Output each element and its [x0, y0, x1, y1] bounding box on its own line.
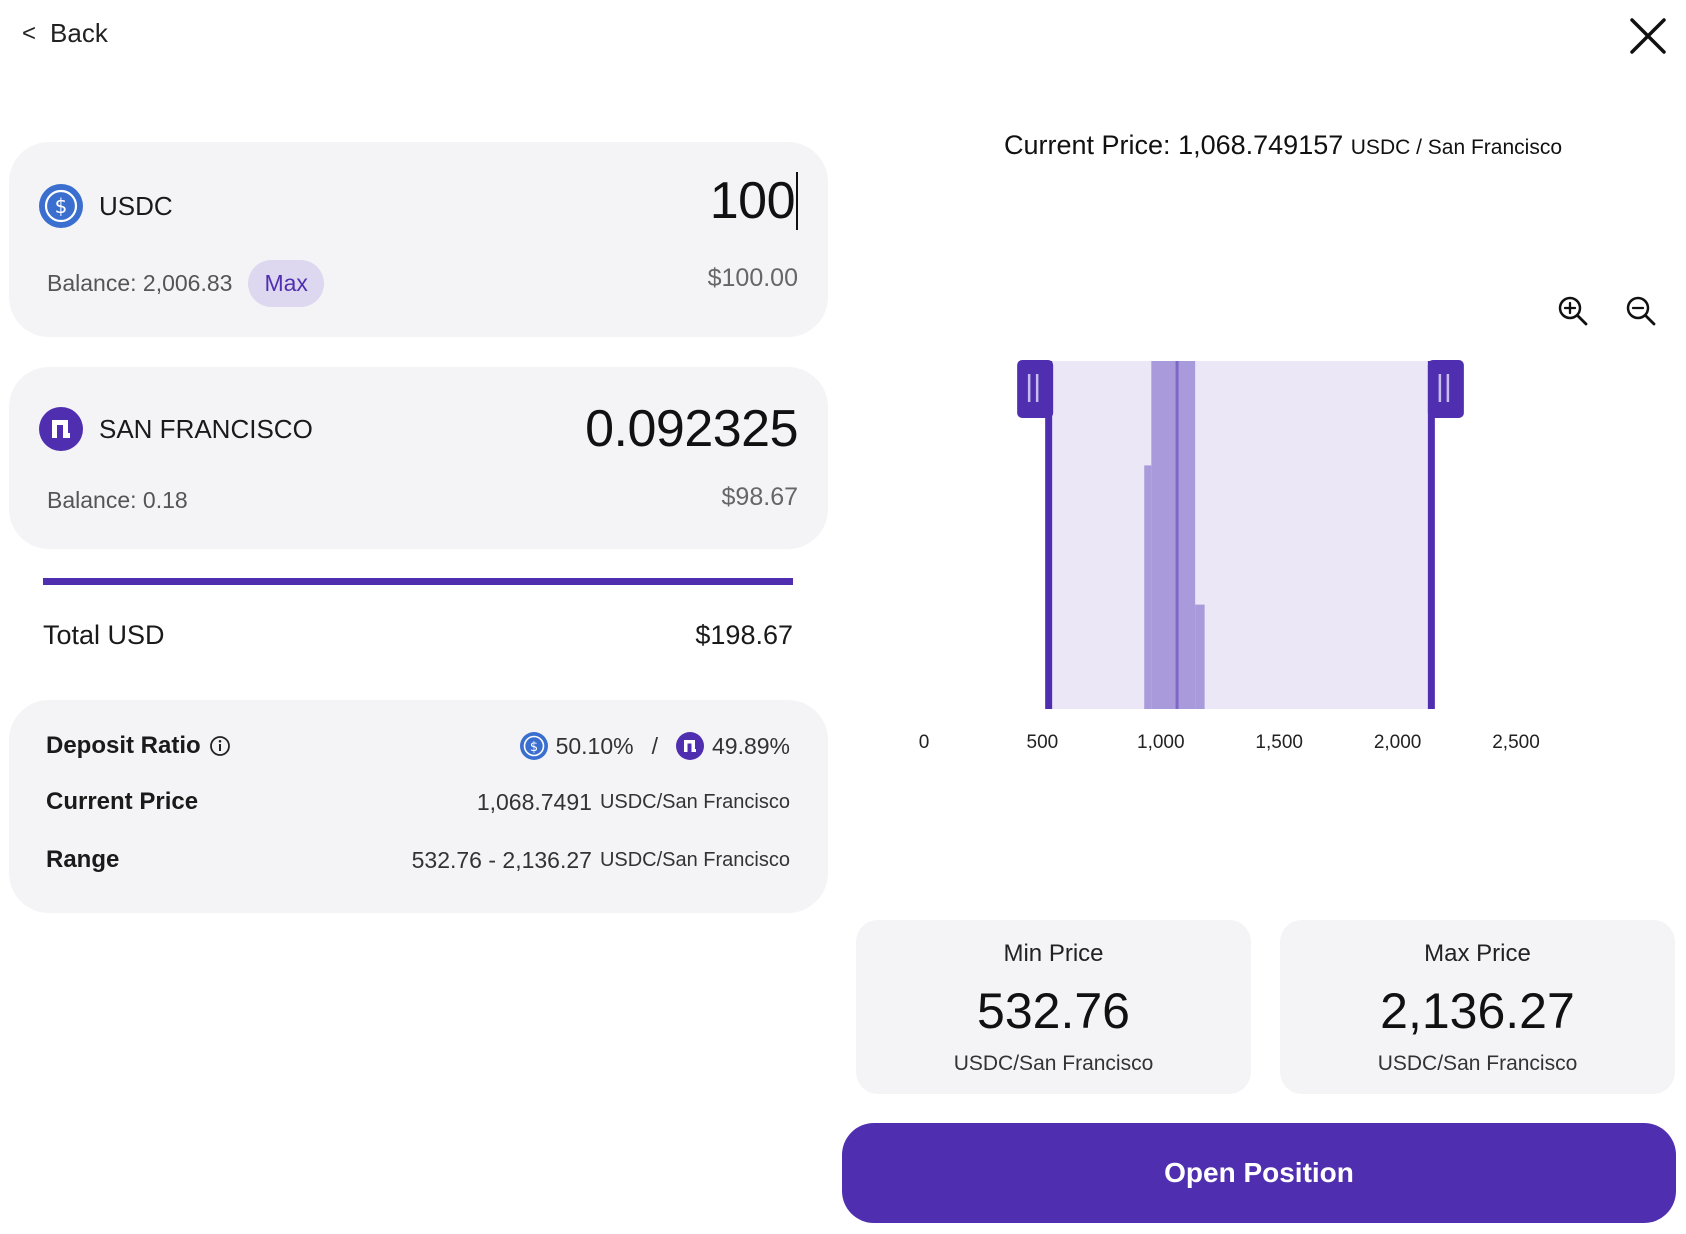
x-tick-label: 0 [919, 732, 930, 753]
min-price-box[interactable]: Min Price 532.76 USDC/San Francisco [856, 920, 1251, 1094]
current-price-header-unit: USDC / San Francisco [1350, 136, 1562, 159]
sf-input-card: SAN FRANCISCO 0.092325 Balance: 0.18 $98… [9, 367, 828, 549]
max-price-value[interactable]: 2,136.27 [1380, 983, 1575, 1039]
x-tick-label: 500 [1027, 732, 1059, 753]
total-usd-value: $198.67 [695, 620, 793, 650]
range-row: Range 532.76 - 2,136.27 USDC/San Francis… [46, 846, 790, 874]
sf-usd-value: $98.67 [721, 483, 798, 511]
max-price-box[interactable]: Max Price 2,136.27 USDC/San Francisco [1280, 920, 1675, 1094]
range-value: 532.76 - 2,136.27 [411, 846, 592, 873]
zoom-in-icon[interactable] [1555, 293, 1591, 329]
sf-mini-icon [675, 732, 704, 760]
sf-ratio: 49.89% [711, 732, 790, 759]
usdc-token-label: $ USDC [39, 184, 173, 228]
x-tick-label: 1,500 [1255, 732, 1303, 753]
svg-text:$: $ [529, 740, 537, 755]
range-label: Range [46, 846, 120, 873]
liquidity-bar [1195, 604, 1205, 709]
selected-range-area [1050, 361, 1430, 709]
back-button[interactable]: < Back [22, 18, 108, 49]
current-price-value: 1,068.7491 [476, 788, 592, 815]
liquidity-bar [1144, 465, 1152, 709]
current-price-prefix: Current Price: [1004, 130, 1171, 160]
usdc-amount-input[interactable]: 100 [710, 172, 798, 230]
zoom-out-icon[interactable] [1623, 293, 1659, 329]
open-position-button[interactable]: Open Position [842, 1123, 1676, 1223]
min-price-label: Min Price [1003, 940, 1104, 967]
close-icon[interactable] [1626, 14, 1670, 58]
chevron-left-icon: < [22, 19, 37, 47]
usdc-balance-text: Balance: 2,006.83 [47, 270, 233, 296]
current-price-header-value: 1,068.749157 [1178, 130, 1344, 160]
min-price-unit: USDC/San Francisco [953, 1052, 1154, 1075]
x-tick-label: 1,000 [1137, 732, 1185, 753]
min-price-value[interactable]: 532.76 [977, 983, 1130, 1039]
usdc-icon: $ [39, 184, 83, 228]
current-price-label: Current Price [46, 788, 199, 815]
sf-balance: Balance: 0.18 [47, 487, 188, 514]
liquidity-bar [1151, 361, 1196, 709]
sf-token-label: SAN FRANCISCO [39, 407, 313, 451]
current-price-unit: USDC/San Francisco [599, 790, 790, 813]
usdc-balance: Balance: 2,006.83 Max [47, 260, 324, 307]
usdc-ratio: 50.10% [555, 732, 634, 759]
usdc-symbol: USDC [99, 190, 173, 221]
position-info-card: Deposit Ratio $ 50.10% / [9, 700, 828, 913]
total-usd-label: Total USD [43, 620, 165, 650]
usdc-input-card: $ USDC 100 Balance: 2,006.83 Max $100.00 [9, 142, 828, 337]
max-range-handle[interactable] [1427, 360, 1464, 418]
svg-text:$: $ [55, 194, 68, 218]
current-price-header: Current Price: 1,068.749157 USDC / San F… [1004, 130, 1562, 161]
min-range-handle[interactable] [1017, 360, 1054, 418]
current-price-row: Current Price 1,068.7491 USDC/San Franci… [46, 788, 790, 816]
range-unit: USDC/San Francisco [599, 848, 790, 871]
sf-balance-text: Balance: 0.18 [47, 487, 188, 513]
info-icon[interactable] [209, 735, 231, 757]
x-tick-label: 2,000 [1374, 732, 1422, 753]
usdc-usd-value: $100.00 [707, 264, 798, 292]
x-tick-label: 2,500 [1492, 732, 1540, 753]
max-button[interactable]: Max [248, 260, 324, 307]
deposit-ratio-row: Deposit Ratio $ 50.10% / [46, 732, 790, 760]
san-francisco-icon [39, 407, 83, 451]
deposit-ratio-label: Deposit Ratio [46, 732, 201, 759]
back-label: Back [50, 18, 108, 48]
usdc-mini-icon: $ [519, 732, 548, 760]
ratio-separator: / [651, 732, 658, 759]
divider [43, 578, 793, 585]
min-range-line [1045, 361, 1053, 709]
liquidity-chart[interactable]: 0 500 1,000 1,500 2,000 2,500 [900, 355, 1620, 765]
max-price-label: Max Price [1424, 940, 1531, 967]
max-price-unit: USDC/San Francisco [1377, 1052, 1578, 1075]
sf-symbol: SAN FRANCISCO [99, 413, 313, 444]
max-range-line [1427, 361, 1435, 709]
sf-amount-input[interactable]: 0.092325 [585, 400, 798, 458]
